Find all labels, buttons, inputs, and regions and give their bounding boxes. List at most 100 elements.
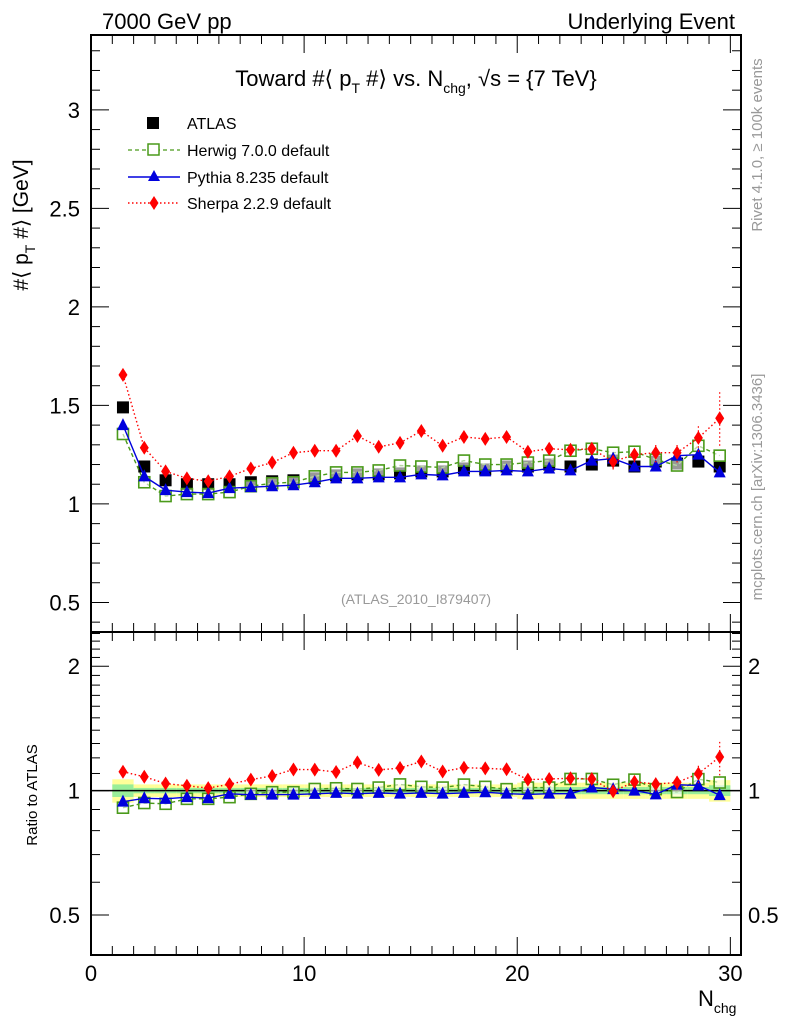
ratio-point-herwig (713, 776, 726, 789)
ratio-point-sherpa (566, 771, 576, 786)
data-point-pythia (266, 479, 279, 492)
data-point-pythia (223, 481, 236, 494)
ratio-point-pythia (287, 787, 300, 800)
ratio-point-pythia (436, 786, 449, 799)
data-point-pythia (394, 470, 407, 483)
data-point-sherpa (459, 429, 469, 444)
ratio-y-tick-label: 1 (68, 779, 80, 804)
ratio-point-pythia (394, 786, 407, 799)
xlabel-main: N (698, 986, 714, 1011)
x-tick-label: 30 (718, 961, 742, 986)
ratio-point-pythia (649, 787, 662, 800)
ylabel-sub: T (22, 244, 38, 253)
data-point-sherpa (310, 443, 320, 458)
ratio-point-sherpa (288, 762, 298, 777)
data-point-sherpa (246, 461, 256, 476)
ratio-point-pythia (692, 778, 705, 791)
ratio-point-sherpa (629, 774, 639, 789)
ratio-y-tick-label-right: 1 (748, 779, 760, 804)
ratio-point-pythia (628, 783, 641, 796)
y-tick-label: 0.5 (49, 590, 80, 615)
data-point-pythia (116, 418, 129, 431)
y-axis-label: #⟨ pT #⟩ [GeV] (10, 159, 38, 290)
y-tick-label: 2 (68, 295, 80, 320)
ratio-point-pythia (415, 785, 428, 798)
ratio-y-tick-label: 0.5 (49, 903, 80, 928)
data-point-sherpa (715, 411, 725, 426)
data-point-pythia (159, 483, 172, 496)
ratio-point-pythia (479, 785, 492, 798)
ratio-point-sherpa (182, 778, 192, 793)
ratio-point-pythia (564, 786, 577, 799)
ratio-point-pythia (116, 794, 129, 807)
ratio-point-pythia (500, 786, 513, 799)
analysis-tag: (ATLAS_2010_I879407) (341, 591, 491, 607)
ratio-point-pythia (543, 786, 556, 799)
ratio-panel-series (116, 740, 726, 815)
data-point-pythia (500, 463, 513, 476)
legend-marker-sherpa (149, 196, 159, 210)
x-tick-label: 0 (85, 961, 97, 986)
data-point-pythia (543, 461, 556, 474)
data-point-pythia (138, 469, 151, 482)
data-point-sherpa (502, 429, 512, 444)
ratio-point-sherpa (118, 764, 128, 779)
title-sub-chg: chg (443, 80, 466, 96)
x-tick-label: 10 (292, 961, 316, 986)
data-point-sherpa (225, 469, 235, 484)
data-point-sherpa (267, 455, 277, 470)
data-point-sherpa (672, 445, 682, 460)
data-point-sherpa (544, 441, 554, 456)
data-point-sherpa (587, 441, 597, 456)
y-tick-label: 1 (68, 492, 80, 517)
title-sub-t: T (351, 80, 360, 96)
ratio-point-sherpa (693, 766, 703, 781)
ratio-point-pythia (223, 786, 236, 799)
ratio-y-tick-label-right: 2 (748, 654, 760, 679)
ratio-point-sherpa (480, 761, 490, 776)
data-point-sherpa (395, 435, 405, 450)
ratio-point-sherpa (331, 765, 341, 780)
ratio-frame (90, 631, 742, 956)
ratio-point-pythia (244, 787, 257, 800)
tick-labels: 0 10 20 30 0.5 1 1.5 2 2.5 3 0.5 0.5 1 1 2 2 (49, 98, 778, 986)
data-point-sherpa (374, 439, 384, 454)
ratio-y-tick-label-right: 0.5 (748, 903, 779, 928)
y-tick-label: 1.5 (49, 393, 80, 418)
ratio-point-sherpa (310, 762, 320, 777)
legend-marker-atlas (147, 117, 159, 129)
data-point-herwig (393, 459, 407, 472)
ratio-point-sherpa (438, 764, 448, 779)
ratio-y-tick-label: 2 (68, 654, 80, 679)
data-point-pythia (521, 464, 534, 477)
rivet-label: Rivet 4.1.0, ≥ 100k events (749, 58, 766, 231)
y-tick-label: 3 (68, 98, 80, 123)
data-point-sherpa (523, 444, 533, 459)
data-point-sherpa (352, 428, 362, 443)
x-tick-label: 20 (505, 961, 529, 986)
data-point-pythia (436, 468, 449, 481)
title-pre: Toward #⟨ p (235, 66, 351, 91)
data-point-sherpa (480, 431, 490, 446)
data-point-pythia (244, 480, 257, 493)
ratio-point-pythia (713, 788, 726, 801)
title-post: , √s = {7 TeV} (466, 66, 597, 91)
data-point-pythia (564, 463, 577, 476)
ratio-point-sherpa (523, 772, 533, 787)
legend-label-pythia: Pythia 8.235 default (187, 170, 329, 187)
chart-title: Toward #⟨ pT #⟩ vs. Nchg, √s = {7 TeV} (235, 66, 596, 96)
mcplots-label: mcplots.cern.ch [arXiv:1306.3436] (749, 374, 766, 601)
legend-label-sherpa: Sherpa 2.2.9 default (187, 196, 332, 213)
data-point-pythia (692, 447, 705, 460)
data-point-pythia (180, 485, 193, 498)
data-point-pythia (415, 467, 428, 480)
ratio-point-sherpa (267, 768, 277, 783)
header-left: 7000 GeV pp (102, 9, 232, 34)
data-point-sherpa (182, 471, 192, 486)
data-point-atlas (159, 474, 172, 487)
data-point-pythia (287, 478, 300, 491)
data-point-sherpa (608, 454, 618, 469)
ratio-point-sherpa (502, 762, 512, 777)
data-point-sherpa (629, 447, 639, 462)
data-point-sherpa (693, 430, 703, 445)
